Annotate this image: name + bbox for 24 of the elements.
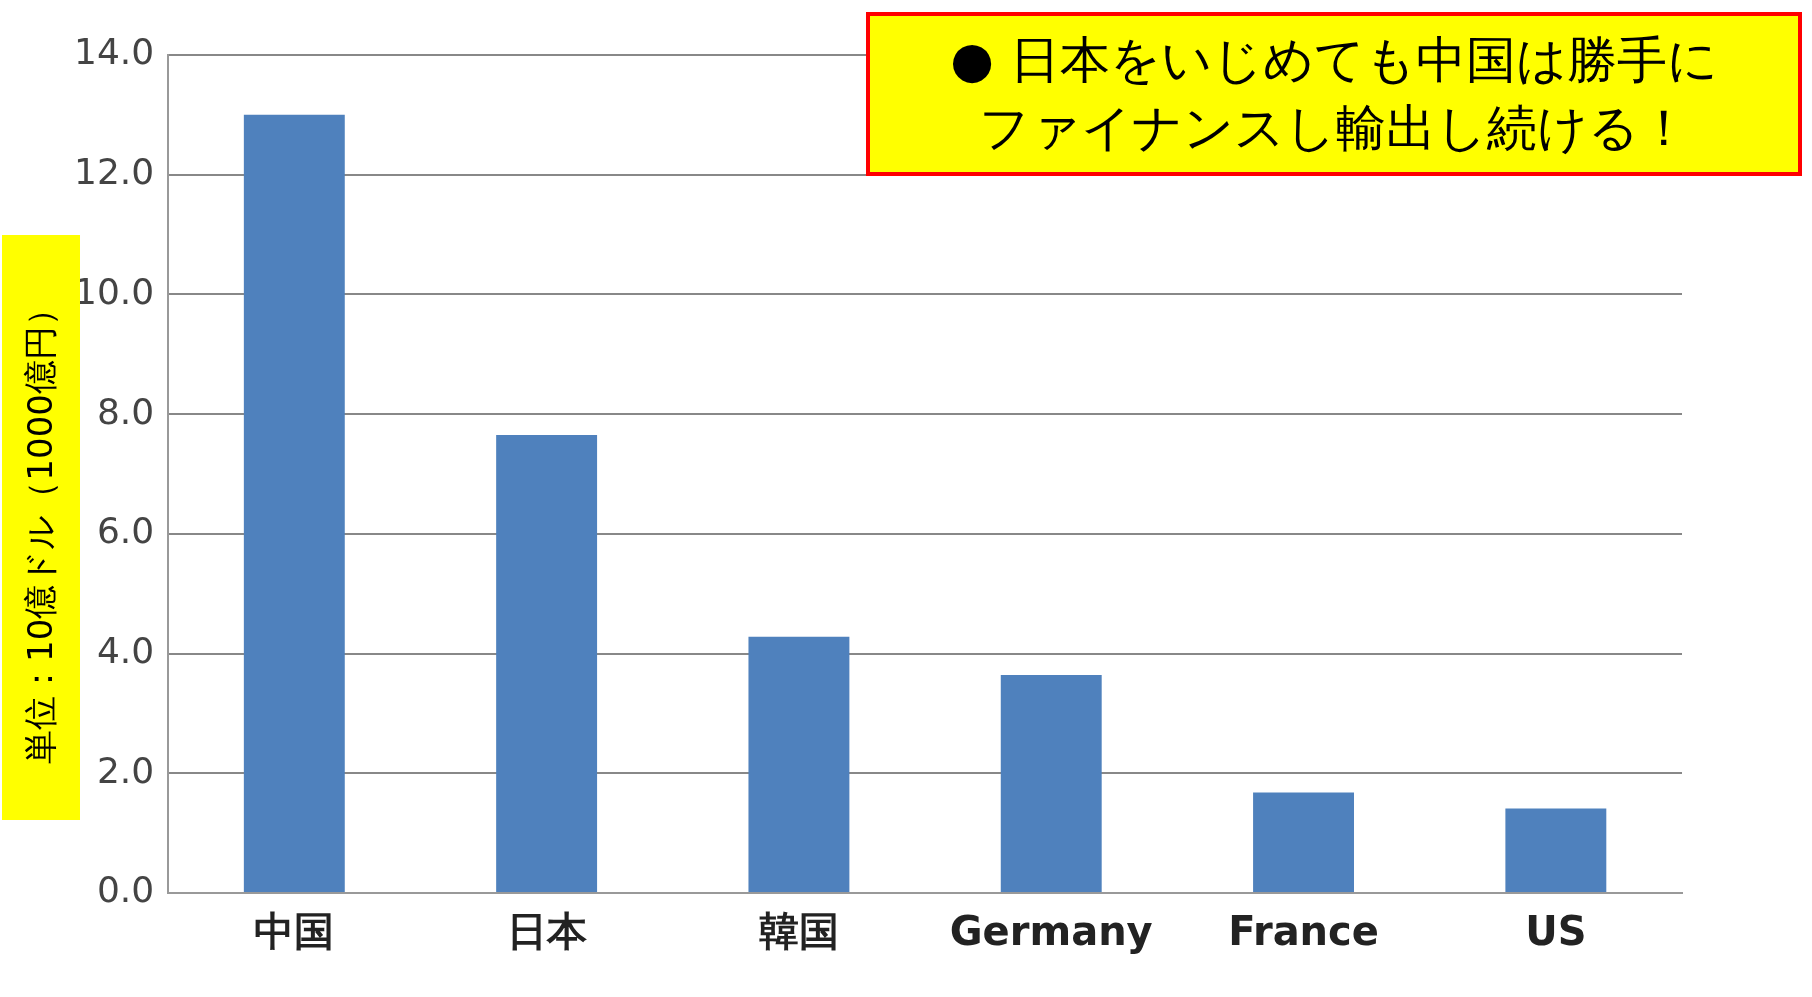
y-tick-label: 6.0 <box>96 510 155 552</box>
y-axis-title: 単位：10億ドル（1000億円） <box>19 291 61 764</box>
y-tick-label: 2.0 <box>96 749 155 791</box>
bar <box>748 636 850 892</box>
x-tick-label: US <box>1525 908 1587 955</box>
x-tick-label: 中国 <box>254 908 335 955</box>
bar <box>1505 808 1607 892</box>
y-tick-label: 14.0 <box>74 31 155 73</box>
x-tick-label: 日本 <box>506 908 587 955</box>
x-tick-label: 韓国 <box>758 908 839 955</box>
y-tick-label: 12.0 <box>74 151 155 193</box>
annotation: ● 日本をいじめても中国は勝手に <box>949 30 1719 91</box>
x-tick-label: Germany <box>949 908 1153 955</box>
y-tick-label: 8.0 <box>96 390 155 432</box>
bar <box>496 435 598 892</box>
bar <box>1253 792 1354 892</box>
x-tick-label: France <box>1228 908 1379 955</box>
y-tick-label: 0.0 <box>96 869 155 911</box>
annotation: ファイナンスし輸出し続ける！ <box>978 98 1690 159</box>
y-tick-label: 4.0 <box>96 629 155 671</box>
bar <box>1000 675 1102 892</box>
bar <box>243 114 345 892</box>
note-box: ● 日本をいじめても中国は勝手に ファイナンスし輸出し続ける！ <box>866 12 1802 176</box>
label-box: 単位：10億ドル（1000億円） <box>2 235 80 820</box>
